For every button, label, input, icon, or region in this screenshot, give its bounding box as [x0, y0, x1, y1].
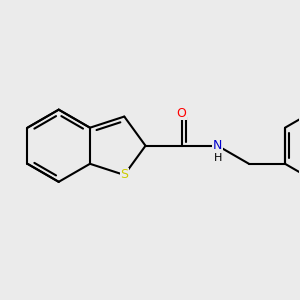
- Text: S: S: [120, 169, 128, 182]
- Text: N: N: [213, 139, 222, 152]
- Text: O: O: [177, 107, 187, 120]
- Text: H: H: [214, 153, 222, 163]
